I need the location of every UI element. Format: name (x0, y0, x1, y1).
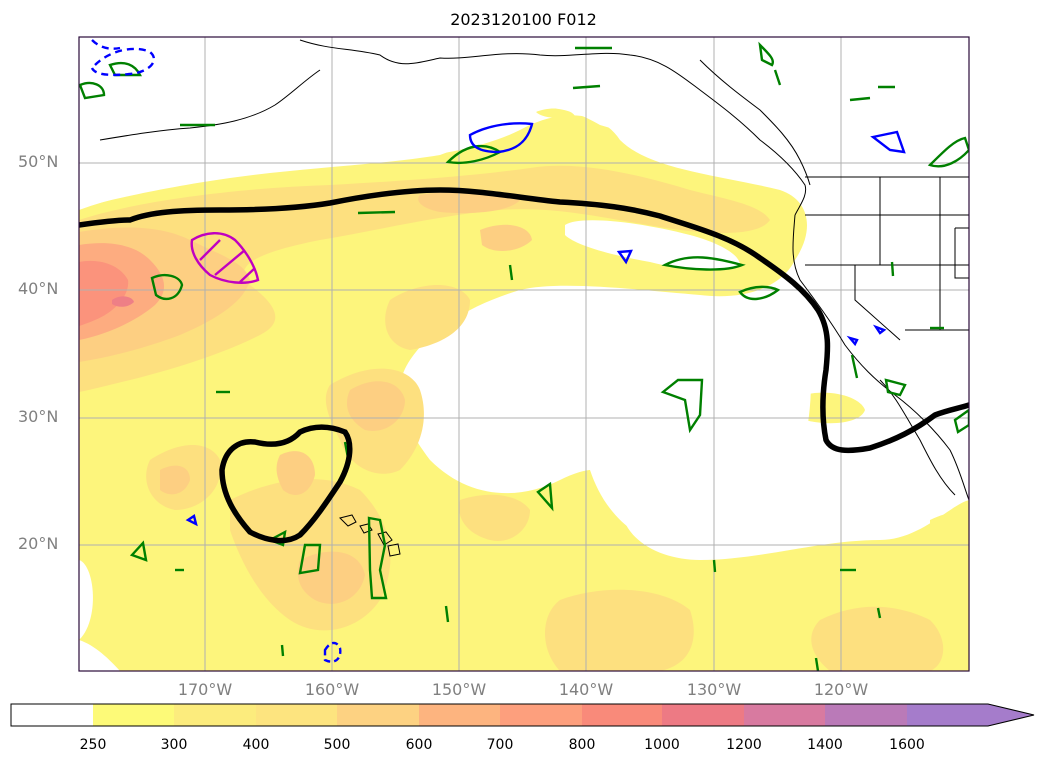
colorbar-tick-250: 250 (79, 737, 107, 753)
colorbar-tick-300: 300 (160, 737, 188, 753)
blue-contours (90, 39, 906, 663)
map-title: 2023120100 F012 (450, 10, 597, 29)
us-west-coast (792, 214, 969, 501)
state-borders (805, 177, 969, 341)
colorbar (10, 703, 1035, 727)
lon-label-120w: 120°W (813, 680, 869, 699)
black-contour-north (79, 187, 969, 454)
aleutian-chain (99, 69, 321, 141)
lon-label-160w: 160°W (304, 680, 360, 699)
coastlines (99, 39, 969, 557)
colorbar-tick-1400: 1400 (807, 737, 843, 753)
hawaii-islands (339, 514, 401, 557)
colorbar-tick-400: 400 (242, 737, 270, 753)
map-frame (78, 36, 970, 672)
ivt-band-700 (112, 296, 134, 307)
ivt-band-400-c (480, 224, 532, 252)
colorbar-tick-1600: 1600 (889, 737, 925, 753)
ivt-band-300 (79, 165, 770, 392)
ivt-shading (79, 37, 969, 671)
graticule (79, 37, 969, 671)
colorbar-tick-700: 700 (486, 737, 514, 753)
lon-label-130w: 130°W (686, 680, 742, 699)
lat-label-40n: 40°N (18, 279, 59, 298)
baja-coast (879, 379, 956, 496)
green-contours (79, 41, 969, 671)
lat-label-30n: 30°N (18, 407, 59, 426)
ivt-band-400-d (346, 381, 405, 431)
ivt-band-600 (79, 260, 129, 326)
clear-zone-central (420, 301, 811, 551)
ivt-band-300-g (545, 589, 694, 671)
ivt-band-300-h (811, 606, 944, 671)
clear-zone-bottom-left (79, 640, 120, 671)
ivt-band-300-f (459, 494, 530, 541)
ivt-band-250-b (79, 210, 331, 480)
lat-label-50n: 50°N (18, 152, 59, 171)
colorbar-tick-600: 600 (405, 737, 433, 753)
lat-label-20n: 20°N (18, 534, 59, 553)
lon-label-150w: 150°W (431, 680, 487, 699)
alaska-coast (299, 39, 807, 216)
bc-coast (699, 59, 811, 186)
lon-label-140w: 140°W (558, 680, 614, 699)
colorbar-tick-800: 800 (568, 737, 596, 753)
black-contour-south (219, 424, 353, 544)
lon-label-170w: 170°W (177, 680, 233, 699)
colorbar-tick-1000: 1000 (644, 737, 680, 753)
black-contours (79, 187, 969, 544)
clear-zone-south-west (79, 560, 93, 640)
ivt-band-400-g (160, 465, 190, 495)
ivt-band-300-b (385, 285, 470, 350)
magenta-contour (190, 232, 260, 284)
ivt-band-250-f (536, 108, 575, 119)
clear-zone-northwest (79, 37, 969, 208)
colorbar-tick-500: 500 (323, 737, 351, 753)
colorbar-tick-1200: 1200 (726, 737, 762, 753)
ivt-band-400-e (276, 451, 315, 495)
ivt-band-250-d (930, 512, 969, 542)
colorbar-outline (10, 703, 1035, 727)
ivt-band-400-f (297, 551, 365, 604)
